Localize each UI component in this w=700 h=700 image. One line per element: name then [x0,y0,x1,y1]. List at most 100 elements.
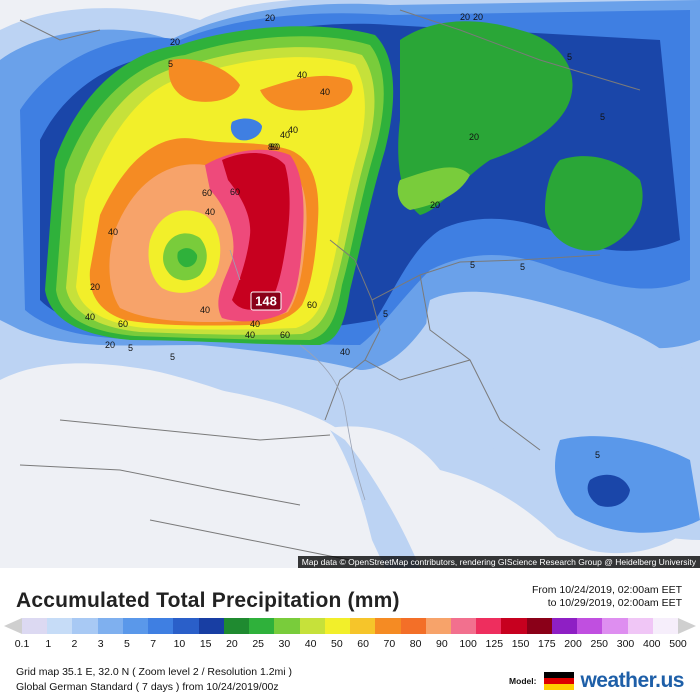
contour-label: 5 [470,260,475,270]
zone-green-e [545,156,643,251]
contour-label: 20 [105,340,115,350]
contour-label: 5 [520,262,525,272]
scale-swatch [425,618,451,634]
flag-stripe [544,672,575,678]
scale-label: 0.1 [14,638,30,650]
contour-labels: 2040604020404040406080604020552056040406… [85,12,605,460]
contour-label: 20 [469,132,479,142]
country-borders [19,9,641,561]
contour-label: 20 [460,12,470,22]
scale-label: 125 [485,638,504,650]
contour-label: 5 [383,309,388,319]
scale-label: 15 [199,638,212,650]
map-attribution[interactable]: Map data © OpenStreetMap contributors, r… [297,556,700,568]
info-model-run: Global German Standard ( 7 days ) from 1… [16,681,279,693]
scale-label: 20 [226,638,238,650]
contour-label: 5 [567,52,572,62]
scale-label: 1 [45,638,52,650]
flag-stripe [544,678,575,684]
contour-label: 40 [340,347,350,357]
zone-coast-blue [330,430,420,568]
contour-label: 40 [205,207,215,217]
legend-panel: Accumulated Total Precipitation (mm) Fro… [0,568,700,700]
contour-label: 5 [128,343,133,353]
info-grid: Grid map 35.1 E, 32.0 N ( Zoom level 2 /… [16,666,293,678]
zone-orange-n [168,59,240,102]
scale-swatch [223,618,250,634]
scale-swatch [299,618,325,634]
zone-blue-se [555,436,700,533]
contour-label: 80 [268,142,278,152]
model-label: Model: [509,676,537,686]
contour-label: 40 [250,319,260,329]
scale-label: 175 [538,638,556,650]
scale-label: 60 [357,638,369,650]
contour-label: 60 [230,187,240,197]
scale-label: 150 [511,638,530,650]
model-branding: Model: weather.us [509,668,684,694]
scale-label: 30 [278,638,291,650]
german-flag-icon [544,672,575,690]
scale-swatch [148,618,174,634]
max-precip-marker: 148 [250,291,282,311]
scale-swatch [72,618,98,634]
scale-swatch [400,618,426,634]
scale-label: 100 [459,638,477,650]
scale-swatch [350,618,376,634]
scale-label: 25 [252,638,264,650]
zone-green-ne [398,21,573,215]
scale-label: 70 [383,638,396,650]
contour-label: 20 [430,200,440,210]
scale-swatch [249,618,275,634]
scale-swatch [122,618,149,634]
zone-orange-n2 [260,75,353,111]
contour-label: 40 [200,305,210,315]
scale-swatch [173,618,199,634]
time-from: From 10/24/2019, 02:00am EET [532,584,682,596]
scale-label: 40 [304,638,317,650]
time-range: From 10/24/2019, 02:00am EET to 10/29/20… [532,584,682,610]
contour-label: 40 [320,87,330,97]
scale-label: 5 [124,638,130,650]
contour-label: 40 [280,130,290,140]
contour-label: 20 [170,37,180,47]
contour-label: 20 [473,12,483,22]
scale-swatch [450,618,477,634]
contour-label: 40 [288,125,298,135]
contour-label: 40 [245,330,255,340]
color-scale: 0.1 1 2 3 5 7 10 15 20 25 30 40 50 60 70 80 90 100 125 150 1… [0,616,700,652]
contour-label: 60 [202,188,212,198]
svg-text:148: 148 [255,294,277,309]
scale-swatch [97,618,123,634]
contour-label: 5 [600,112,605,122]
contour-label: 20 [265,13,275,23]
scale-swatch [501,618,527,634]
scale-swatch [274,618,300,634]
brand-logo[interactable]: weather.us [580,669,684,692]
zone-darkblue-se [587,474,630,507]
scale-swatch [526,618,552,634]
scale-label: 80 [409,638,422,650]
scale-arrow-left-icon [4,618,22,634]
scale-label: 90 [435,638,448,650]
contour-label: 60 [280,330,290,340]
contour-label: 60 [118,319,128,329]
zone-red [222,153,290,310]
scale-arrow-right-icon [678,618,696,634]
scale-label: 7 [150,638,157,650]
scale-swatch [476,618,502,634]
precipitation-map[interactable]: 20 40 60 40 20 40 40 40 40 60 80 60 40 20 5 5 20 5 60 40 40 6… [0,0,700,568]
contour-label: 5 [168,59,173,69]
scale-label: 400 [642,638,661,650]
contour-label: 5 [595,450,600,460]
scale-labels: 0.1 1 2 3 5 7 10 15 20 25 30 40 50 60 70 80 90 100 125 150 1… [8,638,692,652]
legend-title: Accumulated Total Precipitation (mm) [16,589,400,612]
scale-label: 3 [97,638,104,650]
scale-label: 250 [590,638,609,650]
scale-label: 300 [616,638,635,650]
contour-label: 40 [108,227,118,237]
scale-swatch [577,618,603,634]
contour-label: 5 [170,352,175,362]
map-canvas: 2040604020404040406080604020552056040406… [0,0,700,568]
scale-label: 50 [331,638,343,650]
